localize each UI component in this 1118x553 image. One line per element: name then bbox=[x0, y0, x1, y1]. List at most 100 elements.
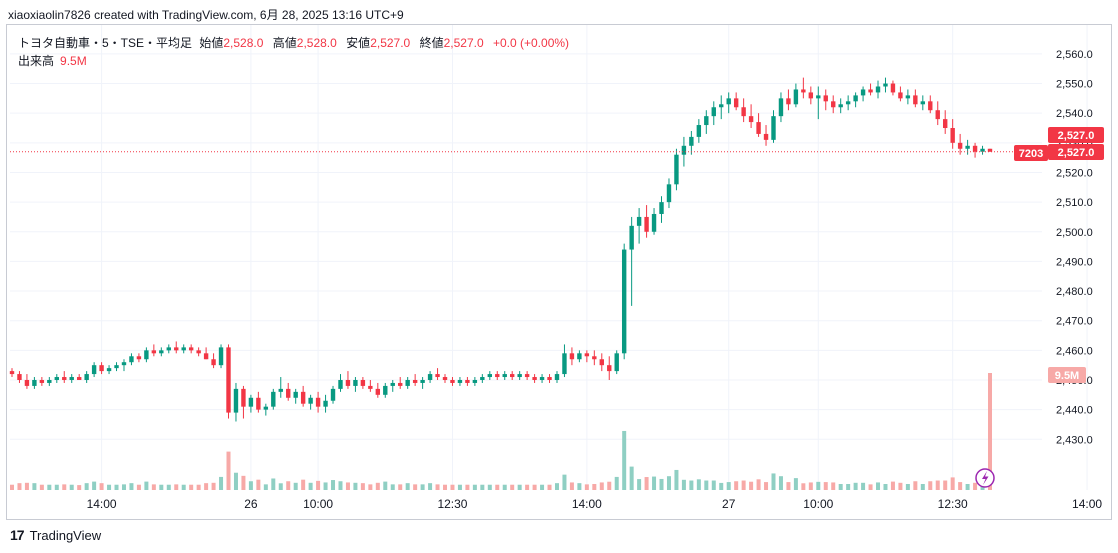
volume-bar bbox=[502, 484, 507, 490]
volume-bar bbox=[689, 480, 694, 490]
candle bbox=[383, 382, 388, 398]
volume-bar bbox=[248, 481, 253, 490]
volume-bar bbox=[331, 480, 336, 490]
candle bbox=[286, 382, 291, 401]
volume-bar bbox=[69, 484, 74, 490]
candle bbox=[218, 344, 224, 369]
candle bbox=[943, 110, 948, 134]
candle bbox=[368, 379, 373, 392]
candle bbox=[271, 388, 276, 410]
volume-bar bbox=[256, 479, 261, 490]
candle bbox=[9, 368, 15, 378]
low-value: 2,527.0 bbox=[370, 36, 411, 50]
candle bbox=[756, 113, 761, 137]
volume-bar bbox=[614, 476, 619, 490]
volume-bar bbox=[786, 482, 791, 490]
volume-bar bbox=[345, 482, 350, 490]
svg-text:7203: 7203 bbox=[1019, 148, 1043, 160]
candle bbox=[330, 385, 336, 404]
volume-bar bbox=[54, 484, 59, 490]
volume-bar bbox=[801, 483, 806, 490]
candle bbox=[17, 371, 22, 383]
volume-bar bbox=[457, 484, 462, 490]
volume-bar bbox=[219, 476, 224, 490]
volume-bar bbox=[144, 481, 149, 490]
svg-text:2,527.0: 2,527.0 bbox=[1058, 147, 1095, 159]
candle bbox=[480, 374, 485, 383]
volume-bar bbox=[756, 479, 761, 490]
price-badge-b: 2,527.0 bbox=[1048, 144, 1104, 160]
tradingview-logo-icon: 17 bbox=[10, 527, 25, 543]
candle bbox=[211, 353, 216, 369]
candle bbox=[398, 377, 403, 389]
high-label: 高値 bbox=[272, 36, 297, 50]
volume-bar bbox=[988, 373, 992, 490]
candle bbox=[957, 133, 963, 155]
volume-bar bbox=[674, 469, 679, 490]
volume-bar bbox=[913, 481, 918, 490]
volume-bar bbox=[77, 485, 82, 490]
candle bbox=[547, 374, 552, 383]
volume-bar bbox=[935, 480, 940, 490]
volume-bar bbox=[472, 484, 477, 490]
volume-bar bbox=[114, 484, 119, 490]
volume-bar bbox=[816, 481, 821, 490]
candle bbox=[890, 80, 896, 96]
volume-bar bbox=[278, 483, 283, 490]
candle bbox=[517, 371, 522, 380]
volume-bar bbox=[890, 481, 895, 490]
candle bbox=[980, 145, 985, 155]
candle bbox=[405, 377, 410, 389]
volume-label: 出来高 bbox=[18, 54, 55, 68]
volume-value: 9.5M bbox=[60, 54, 87, 68]
candle bbox=[308, 394, 313, 410]
candle bbox=[174, 341, 179, 354]
candle bbox=[136, 353, 142, 363]
candle bbox=[845, 95, 851, 111]
candle bbox=[166, 344, 171, 354]
y-tick-label: 2,500.0 bbox=[1056, 227, 1093, 239]
volume-bar bbox=[607, 481, 612, 490]
volume-bar bbox=[629, 466, 634, 490]
candle bbox=[778, 92, 784, 123]
candle bbox=[733, 92, 739, 111]
candle bbox=[144, 347, 149, 363]
volume-bar bbox=[390, 484, 395, 490]
candle bbox=[450, 377, 455, 386]
x-tick-label: 12:30 bbox=[437, 497, 467, 511]
candle bbox=[69, 374, 74, 383]
candle bbox=[674, 148, 679, 191]
volume-bar bbox=[547, 484, 552, 490]
volume-bar bbox=[711, 480, 716, 490]
candle bbox=[935, 101, 940, 126]
volume-bar bbox=[644, 477, 649, 490]
candle bbox=[248, 394, 254, 413]
volume-bar bbox=[32, 483, 37, 490]
volume-bar bbox=[316, 480, 321, 490]
volume-bar bbox=[898, 482, 903, 490]
volume-bar bbox=[413, 484, 418, 490]
y-tick-label: 2,460.0 bbox=[1056, 345, 1093, 357]
candle bbox=[99, 362, 104, 375]
volume-bar bbox=[308, 482, 313, 490]
volume-bar bbox=[166, 484, 171, 490]
candle bbox=[771, 110, 776, 143]
candle bbox=[614, 350, 619, 375]
volume-bar bbox=[405, 483, 410, 490]
x-tick-label: 14:00 bbox=[572, 497, 602, 511]
footer-brand[interactable]: 17 TradingView bbox=[10, 527, 101, 543]
volume-bar bbox=[435, 484, 440, 490]
volume-bar bbox=[323, 482, 328, 490]
volume-bar bbox=[62, 484, 67, 490]
candle bbox=[457, 377, 463, 386]
candle bbox=[435, 368, 440, 380]
candle bbox=[741, 98, 746, 123]
volume-bar bbox=[181, 484, 186, 490]
volume-badge: 9.5M bbox=[1048, 367, 1086, 383]
volume-bar bbox=[301, 479, 306, 490]
candle bbox=[898, 86, 903, 102]
x-axis: 14:002610:0012:3014:002710:0012:3014:003… bbox=[87, 497, 1103, 511]
candle bbox=[801, 77, 806, 99]
lightning-icon[interactable] bbox=[975, 468, 995, 488]
